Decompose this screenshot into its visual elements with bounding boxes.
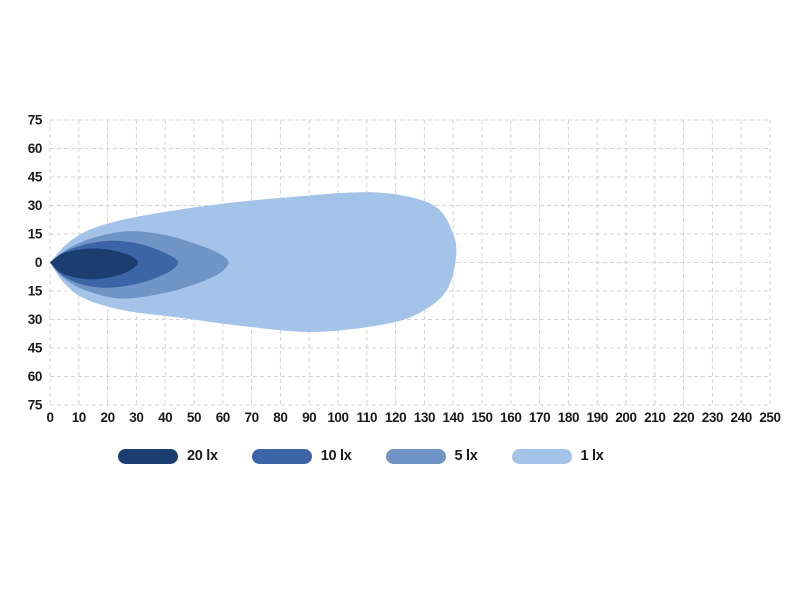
y-tick-label: 75 xyxy=(28,398,43,413)
x-tick-label: 20 xyxy=(100,410,114,425)
contour-20-lx xyxy=(50,248,138,280)
legend-label-1lx: 1 lx xyxy=(580,448,604,464)
y-tick-label: 15 xyxy=(28,284,43,299)
x-tick-label: 190 xyxy=(587,410,608,425)
x-tick-label: 90 xyxy=(302,410,316,425)
legend-label-10lx: 10 lx xyxy=(320,448,352,464)
y-tick-label: 75 xyxy=(28,113,43,128)
x-tick-label: 50 xyxy=(187,410,201,425)
legend-item-20lx: 20 lx xyxy=(118,449,218,464)
y-axis-tick-labels: 75 60 45 30 15 0 15 30 45 60 75 xyxy=(28,113,44,413)
x-tick-label: 40 xyxy=(158,410,172,425)
contour-1-lx xyxy=(50,192,457,332)
x-tick-label: 250 xyxy=(759,410,780,425)
y-tick-label: 30 xyxy=(28,312,42,327)
y-tick-label: 0 xyxy=(35,255,42,270)
legend-label-20lx: 20 lx xyxy=(187,448,218,464)
x-tick-label: 170 xyxy=(529,410,550,425)
legend-swatch-10lx xyxy=(251,449,312,464)
x-tick-label: 150 xyxy=(471,410,492,425)
legend-item-10lx: 10 lx xyxy=(251,448,352,464)
y-tick-label: 60 xyxy=(28,369,42,384)
legend-swatch-5lx xyxy=(385,449,446,464)
legend-item-5lx: 5 lx xyxy=(385,448,478,464)
x-tick-label: 130 xyxy=(414,410,435,425)
x-tick-label: 100 xyxy=(327,410,348,425)
x-tick-label: 30 xyxy=(129,410,143,425)
x-axis-tick-labels: 0 10 20 30 40 50 60 70 80 90 100 110 120 130 140 150 160… xyxy=(46,410,781,425)
legend-swatch-20lx xyxy=(118,449,178,464)
x-tick-label: 200 xyxy=(615,410,636,425)
isolux-contours xyxy=(50,192,457,332)
x-tick-label: 140 xyxy=(443,410,464,425)
x-tick-label: 0 xyxy=(46,410,53,425)
x-tick-label: 10 xyxy=(72,410,86,425)
y-tick-label: 45 xyxy=(28,341,43,356)
legend: 20 lx 10 lx 5 lx 1 lx xyxy=(118,449,604,464)
y-tick-label: 60 xyxy=(28,141,42,156)
legend-swatch-1lx xyxy=(511,449,572,464)
x-tick-label: 230 xyxy=(702,410,723,425)
x-tick-label: 160 xyxy=(500,410,521,425)
x-tick-label: 210 xyxy=(644,410,665,425)
x-tick-label: 120 xyxy=(385,410,406,425)
x-tick-label: 110 xyxy=(357,410,378,425)
x-tick-label: 240 xyxy=(731,410,752,425)
x-tick-label: 180 xyxy=(558,410,579,425)
legend-item-1lx: 1 lx xyxy=(511,448,604,464)
y-tick-label: 45 xyxy=(28,170,43,185)
x-tick-label: 60 xyxy=(216,410,230,425)
x-tick-label: 80 xyxy=(273,410,287,425)
x-tick-label: 70 xyxy=(244,410,258,425)
y-tick-label: 15 xyxy=(28,227,43,242)
y-tick-label: 30 xyxy=(28,198,42,213)
x-tick-label: 220 xyxy=(673,410,694,425)
legend-label-5lx: 5 lx xyxy=(454,448,478,464)
